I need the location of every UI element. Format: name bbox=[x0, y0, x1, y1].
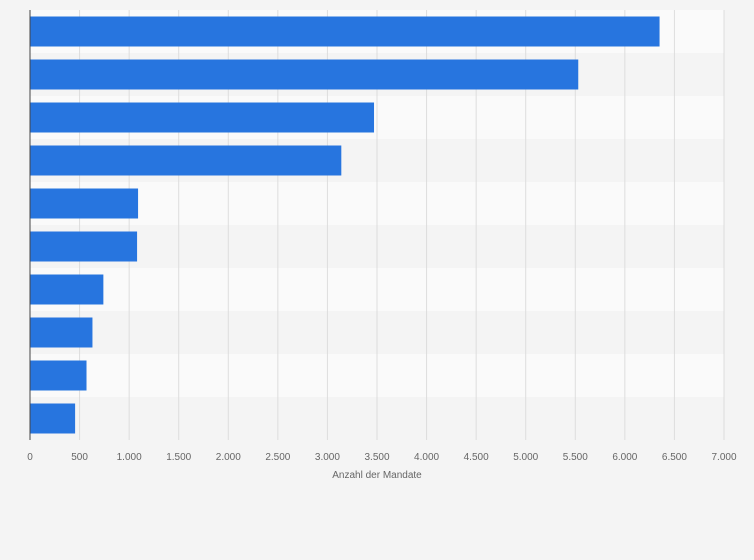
x-tick-label: 3.500 bbox=[364, 452, 389, 463]
x-tick-label: 3.000 bbox=[315, 452, 340, 463]
bar bbox=[30, 145, 342, 176]
x-tick-label: 1.000 bbox=[117, 452, 142, 463]
x-tick-label: 4.500 bbox=[464, 452, 489, 463]
x-tick-label: 7.000 bbox=[711, 452, 736, 463]
x-tick-label: 6.000 bbox=[612, 452, 637, 463]
bar bbox=[30, 360, 87, 391]
bar bbox=[30, 403, 76, 434]
x-tick-label: 2.500 bbox=[265, 452, 290, 463]
bar bbox=[30, 317, 93, 348]
x-tick-label: 5.000 bbox=[513, 452, 538, 463]
bar bbox=[30, 274, 104, 305]
x-tick-label: 500 bbox=[71, 452, 88, 463]
bar bbox=[30, 16, 660, 47]
bar bbox=[30, 188, 139, 219]
bar bbox=[30, 102, 375, 133]
x-tick-label: 4.000 bbox=[414, 452, 439, 463]
x-tick-label: 2.000 bbox=[216, 452, 241, 463]
bar bbox=[30, 59, 579, 90]
bar bbox=[30, 231, 138, 262]
x-axis-title: Anzahl der Mandate bbox=[332, 470, 422, 481]
x-tick-labels: 0 500 1.000 1.500 2.000 2.500 3.000 3.500 4.000 4… bbox=[27, 452, 737, 463]
x-tick-label: 0 bbox=[27, 452, 33, 463]
x-tick-label: 1.500 bbox=[166, 452, 191, 463]
bars bbox=[30, 16, 660, 434]
x-tick-label: 6.500 bbox=[662, 452, 687, 463]
x-tick-label: 5.500 bbox=[563, 452, 588, 463]
